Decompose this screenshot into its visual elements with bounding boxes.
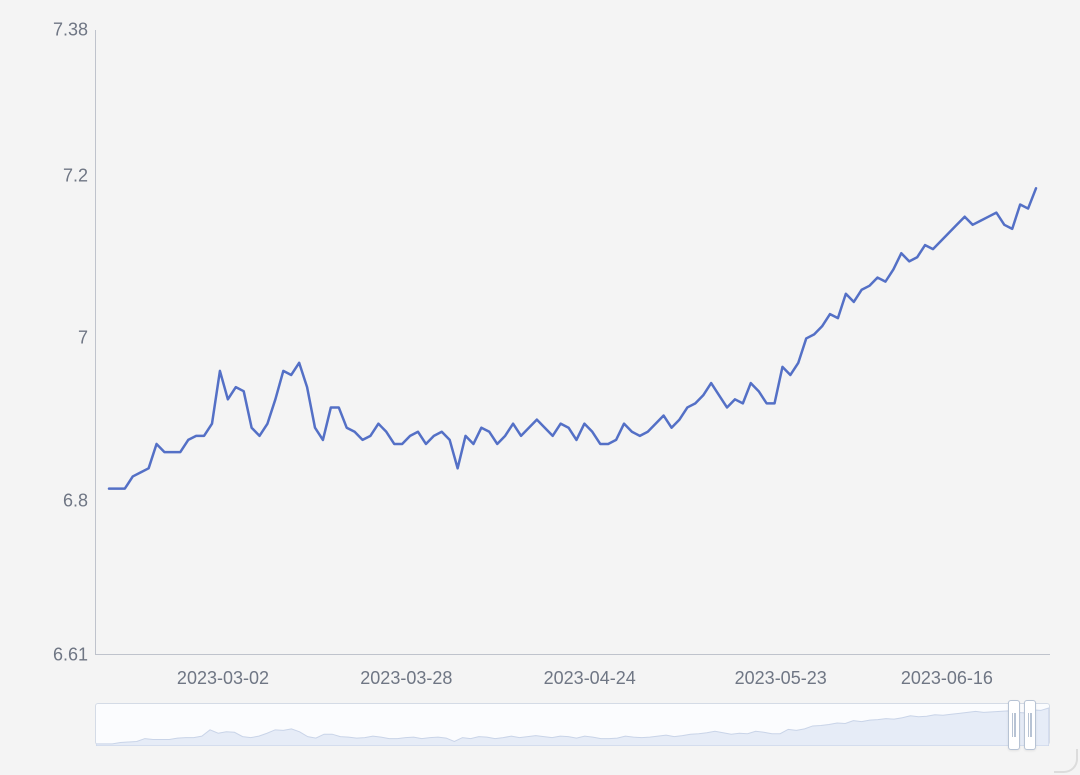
x-tick-0: 2023-03-02 xyxy=(177,668,269,689)
range-selector[interactable] xyxy=(95,703,1050,745)
line-series xyxy=(95,30,1050,655)
range-handle-right[interactable] xyxy=(1024,700,1036,750)
y-tick-3: 6.8 xyxy=(63,490,88,511)
y-tick-0: 7.38 xyxy=(53,20,88,41)
y-tick-2: 7 xyxy=(78,328,88,349)
x-tick-1: 2023-03-28 xyxy=(360,668,452,689)
plot-area xyxy=(95,30,1050,655)
y-tick-1: 7.2 xyxy=(63,166,88,187)
x-tick-4: 2023-06-16 xyxy=(901,668,993,689)
range-sparkline xyxy=(96,704,1049,746)
x-tick-2: 2023-04-24 xyxy=(544,668,636,689)
range-handle-left[interactable] xyxy=(1008,700,1020,750)
y-tick-4: 6.61 xyxy=(53,645,88,666)
exchange-rate-chart: 7.38 7.2 7 6.8 6.61 2023-03-02 2023-03-2… xyxy=(0,0,1080,775)
corner-decoration xyxy=(1054,749,1078,773)
x-tick-3: 2023-05-23 xyxy=(735,668,827,689)
